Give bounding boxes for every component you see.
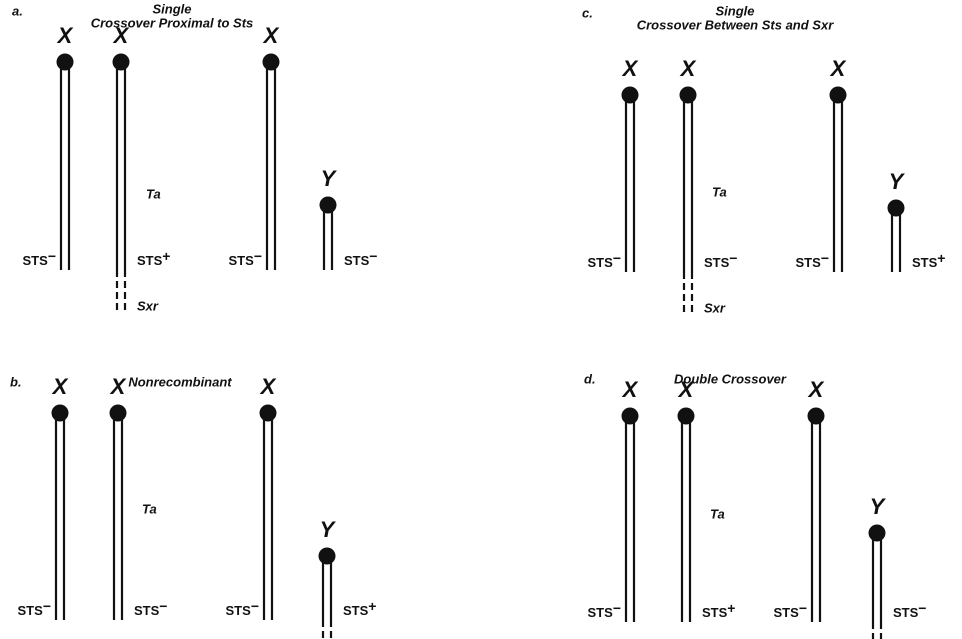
sts-base: STS: [134, 603, 160, 618]
centromere: [680, 87, 697, 104]
sts-base: STS: [588, 255, 614, 270]
sts-sign: −: [918, 600, 926, 616]
chromosome-label: X: [677, 377, 695, 402]
chromosome-label: X: [262, 23, 280, 48]
sts-sign: −: [251, 598, 259, 614]
chromosome-label: Y: [870, 494, 887, 519]
sts-sign: −: [729, 250, 737, 266]
sts-label: STS−: [18, 598, 51, 619]
gene-label: Ta: [142, 501, 157, 516]
gene-label: Ta: [710, 506, 725, 521]
gene-label: Ta: [712, 184, 727, 199]
panel-letter: a.: [12, 3, 23, 18]
sts-label: STS−: [134, 598, 167, 619]
sts-label: STS+: [137, 248, 170, 269]
centromere: [263, 54, 280, 71]
sts-sign: −: [48, 248, 56, 264]
chromosome-label: X: [56, 23, 74, 48]
sts-base: STS: [344, 253, 370, 268]
centromere: [888, 200, 905, 217]
sts-label: STS+: [912, 250, 945, 271]
sts-base: STS: [137, 253, 163, 268]
panel-title: Single: [152, 1, 191, 16]
centromere: [869, 525, 886, 542]
sts-sign: −: [159, 598, 167, 614]
chromosome-label: X: [112, 23, 130, 48]
chromosome-label: X: [259, 374, 277, 399]
chromosome-label: X: [679, 56, 697, 81]
sts-label: STS+: [702, 600, 735, 621]
centromere: [110, 405, 127, 422]
sts-base: STS: [702, 605, 728, 620]
marker-label: Sxr: [137, 298, 159, 313]
sts-base: STS: [229, 253, 255, 268]
centromere: [57, 54, 74, 71]
centromere: [260, 405, 277, 422]
sts-sign: −: [369, 248, 377, 264]
sts-label: STS−: [893, 600, 926, 621]
sts-label: STS−: [588, 600, 621, 621]
sts-sign: +: [368, 598, 376, 614]
sts-sign: −: [821, 250, 829, 266]
sts-label: STS−: [588, 250, 621, 271]
panel-letter: c.: [582, 5, 593, 20]
sts-label: STS−: [226, 598, 259, 619]
gene-label: Ta: [146, 186, 161, 201]
sts-sign: +: [162, 248, 170, 264]
sts-sign: −: [799, 600, 807, 616]
chromosome-label: Y: [321, 166, 338, 191]
panel-letter: d.: [584, 371, 596, 386]
sts-label: STS−: [774, 600, 807, 621]
sts-label: STS−: [796, 250, 829, 271]
sts-base: STS: [343, 603, 369, 618]
sts-base: STS: [912, 255, 938, 270]
panel-title: Nonrecombinant: [128, 374, 232, 389]
chromosome-label: X: [621, 56, 639, 81]
panel-letter: b.: [10, 374, 22, 389]
sts-base: STS: [774, 605, 800, 620]
sts-sign: −: [43, 598, 51, 614]
sts-base: STS: [704, 255, 730, 270]
sts-base: STS: [893, 605, 919, 620]
sts-label: STS−: [23, 248, 56, 269]
sts-label: STS−: [344, 248, 377, 269]
centromere: [52, 405, 69, 422]
centromere: [830, 87, 847, 104]
sts-base: STS: [18, 603, 44, 618]
chromosome-label: X: [807, 377, 825, 402]
panel-title: Single: [715, 3, 754, 18]
chromosome-label: X: [829, 56, 847, 81]
figure: a.SingleCrossover Proximal to StsXSTS−XS…: [0, 0, 962, 639]
chromosome-label: X: [109, 374, 127, 399]
sts-base: STS: [226, 603, 252, 618]
chromosome-label: Y: [889, 169, 906, 194]
sts-sign: −: [613, 250, 621, 266]
chromosome-label: Y: [320, 517, 337, 542]
centromere: [622, 87, 639, 104]
sts-sign: −: [254, 248, 262, 264]
centromere: [320, 197, 337, 214]
sts-sign: −: [613, 600, 621, 616]
sts-base: STS: [588, 605, 614, 620]
sts-label: STS+: [343, 598, 376, 619]
sts-sign: +: [937, 250, 945, 266]
sts-base: STS: [23, 253, 49, 268]
sts-base: STS: [796, 255, 822, 270]
centromere: [622, 408, 639, 425]
marker-label: Sxr: [704, 300, 726, 315]
panel-title: Crossover Between Sts and Sxr: [637, 17, 834, 32]
chromosome-label: X: [51, 374, 69, 399]
chromosome-label: X: [621, 377, 639, 402]
centromere: [113, 54, 130, 71]
sts-label: STS−: [229, 248, 262, 269]
sts-label: STS−: [704, 250, 737, 271]
centromere: [319, 548, 336, 565]
centromere: [678, 408, 695, 425]
sts-sign: +: [727, 600, 735, 616]
centromere: [808, 408, 825, 425]
